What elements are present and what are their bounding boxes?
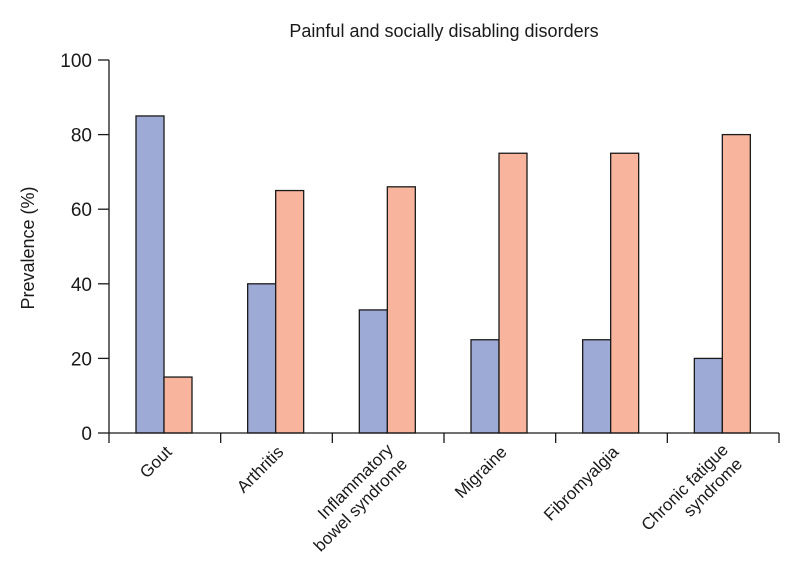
category-label-3: Inflammatorybowel syndrome xyxy=(296,440,411,555)
y-axis-label: Prevalence (%) xyxy=(18,186,38,309)
bar-series-2-cat-1 xyxy=(163,376,193,434)
category-label-6: Chronic fatiguesyndrome xyxy=(638,440,746,548)
bar-series-1-cat-5 xyxy=(582,339,612,434)
axes: 0 20 40 60 80 100 xyxy=(60,51,780,445)
y-tick-label-60: 60 xyxy=(71,200,92,221)
bar-series-1-cat-6 xyxy=(693,357,723,434)
category-label-line: Gout xyxy=(136,442,176,482)
bar-series-1-cat-3 xyxy=(358,309,388,434)
bar-series-1-cat-4 xyxy=(470,339,500,434)
y-tick-label-20: 20 xyxy=(71,349,92,370)
y-tick-label-80: 80 xyxy=(71,126,92,147)
y-tick-label-100: 100 xyxy=(60,51,92,72)
category-label-4: Migraine xyxy=(451,442,511,502)
bars xyxy=(135,115,751,434)
category-labels: Gout Arthritis Inflammatorybowel syndrome M… xyxy=(136,440,746,555)
category-label-line: Arthritis xyxy=(233,442,287,496)
bar-series-1-cat-1 xyxy=(135,115,165,434)
chart-title: Painful and socially disabling disorders xyxy=(289,21,598,41)
category-label-line: Migraine xyxy=(451,442,511,502)
bar-series-2-cat-4 xyxy=(498,152,528,434)
bar-series-2-cat-2 xyxy=(275,189,305,434)
bar-series-2-cat-3 xyxy=(386,186,416,434)
category-label-2: Arthritis xyxy=(233,442,287,496)
y-tick-label-0: 0 xyxy=(81,424,92,445)
category-label-5: Fibromyalgia xyxy=(540,442,623,525)
category-label-1: Gout xyxy=(136,442,176,482)
bar-series-2-cat-6 xyxy=(721,133,751,434)
category-label-line: Fibromyalgia xyxy=(540,442,623,525)
bar-series-2-cat-5 xyxy=(610,152,640,434)
bar-series-1-cat-2 xyxy=(247,283,277,434)
y-tick-label-40: 40 xyxy=(71,275,92,296)
